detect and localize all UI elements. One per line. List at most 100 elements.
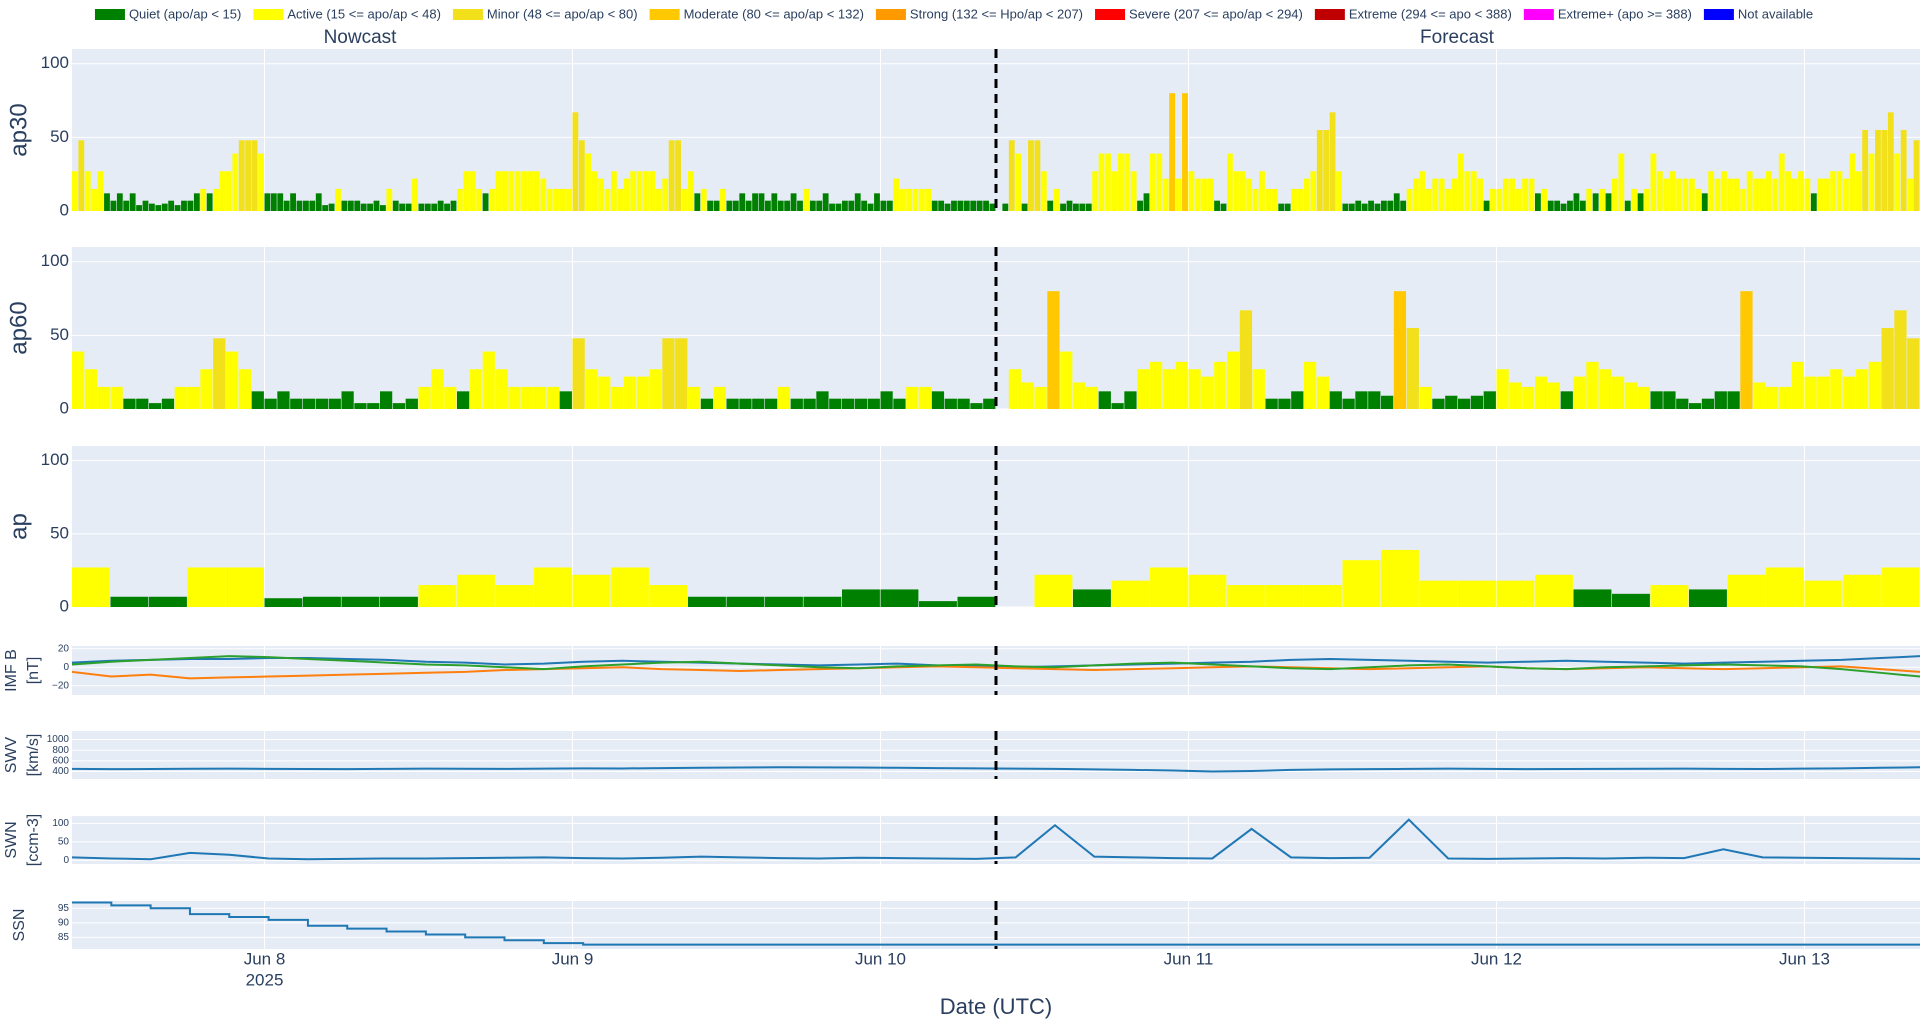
bar [688, 596, 726, 607]
y-tick-label: 0 [60, 200, 69, 219]
bar [296, 200, 303, 211]
bar [1085, 386, 1099, 409]
bar [572, 338, 585, 409]
bar [1509, 178, 1516, 211]
y-axis-title: SWV [3, 736, 20, 773]
bar [906, 386, 919, 409]
bar [546, 386, 560, 409]
bar [790, 193, 797, 211]
y-tick-label: 0 [63, 662, 69, 673]
bar [540, 178, 547, 211]
bar [1766, 171, 1772, 211]
bar [431, 203, 438, 211]
bar [136, 398, 149, 409]
bar [1766, 386, 1779, 409]
bar [412, 178, 418, 211]
bar [1060, 351, 1073, 409]
bar [546, 188, 553, 211]
bar [1432, 398, 1445, 409]
bar [1624, 200, 1631, 211]
bar [1900, 130, 1907, 211]
bar [1265, 398, 1278, 409]
bar [854, 398, 868, 409]
bar [123, 398, 136, 409]
bar [1182, 93, 1188, 211]
bar [816, 200, 823, 211]
bar [829, 203, 835, 211]
bar [1708, 171, 1715, 211]
bar [405, 203, 412, 211]
bar [1535, 574, 1573, 607]
bar [104, 193, 110, 211]
bar [880, 589, 919, 607]
bar [1361, 203, 1368, 211]
bar [623, 376, 637, 409]
bar [1162, 178, 1169, 211]
bar [559, 391, 572, 409]
bar [84, 171, 91, 211]
bar [1727, 391, 1740, 409]
bar [700, 398, 714, 409]
bar [1227, 351, 1240, 409]
bar [380, 391, 393, 409]
bar [745, 200, 752, 211]
bar [1843, 178, 1849, 211]
bar [713, 200, 720, 211]
bar [1002, 203, 1009, 211]
bar [251, 140, 258, 211]
bar [264, 598, 303, 607]
bar [1188, 369, 1201, 409]
bar [1201, 178, 1208, 211]
bar [572, 112, 579, 211]
bar [1239, 171, 1246, 211]
bar [328, 398, 341, 409]
data-line [72, 901, 1920, 946]
bar [1278, 398, 1291, 409]
legend-swatch [1095, 9, 1126, 20]
y-axis-title: SWN [3, 821, 20, 858]
y-tick-label: 400 [52, 766, 69, 777]
bar [1496, 580, 1535, 607]
bar [1111, 580, 1150, 607]
bar [1830, 171, 1836, 211]
bar [238, 369, 252, 409]
bar [508, 386, 521, 409]
bar [187, 567, 226, 607]
bar [373, 200, 380, 211]
bar [1785, 171, 1792, 211]
bar [1227, 153, 1233, 211]
bar [341, 200, 348, 211]
bar [277, 193, 284, 211]
bar [842, 200, 848, 211]
bar [970, 200, 977, 211]
bar [797, 200, 803, 211]
bar [1656, 171, 1663, 211]
bar [919, 386, 932, 409]
bar [611, 567, 649, 607]
bar [1759, 178, 1766, 211]
bar [1612, 593, 1650, 607]
bar [1663, 178, 1670, 211]
bar [1047, 291, 1060, 409]
bar [78, 140, 85, 211]
bar [405, 398, 418, 409]
bar [675, 140, 681, 211]
bar [777, 386, 791, 409]
y-tick-label: 0 [60, 398, 69, 417]
bar [457, 574, 495, 607]
bar [1843, 574, 1881, 607]
bar [662, 178, 669, 211]
bar [392, 403, 406, 409]
bar [1515, 188, 1522, 211]
bar [1130, 171, 1137, 211]
bar [187, 200, 194, 211]
bar [1034, 140, 1041, 211]
bar [97, 386, 110, 409]
bar [578, 140, 585, 211]
bar [688, 171, 694, 211]
bar [1265, 188, 1272, 211]
bar [1073, 589, 1111, 607]
x-tick-label: Jun 9 [552, 949, 594, 968]
bar [989, 203, 996, 211]
bar [1689, 178, 1695, 211]
